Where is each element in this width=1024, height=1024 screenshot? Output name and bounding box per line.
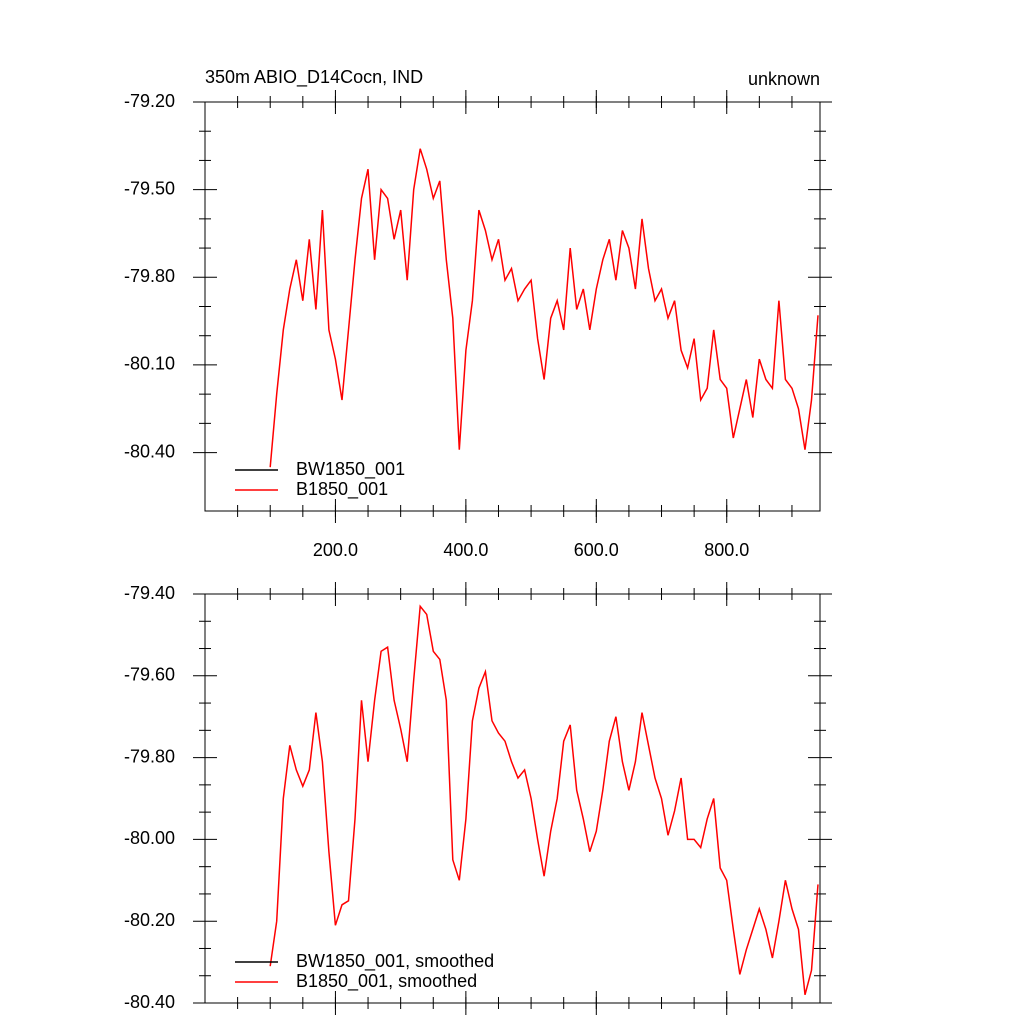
x-tick-label: 800.0: [704, 540, 749, 560]
y-tick-label: -80.10: [124, 354, 175, 374]
legend-label: B1850_001: [296, 479, 388, 500]
x-tick-label: 400.0: [443, 540, 488, 560]
y-tick-label: -79.80: [124, 746, 175, 766]
y-tick-label: -79.50: [124, 178, 175, 198]
x-tick-label: 600.0: [574, 540, 619, 560]
plot-frame: [204, 101, 821, 512]
y-tick-label: -80.20: [124, 910, 175, 930]
data-line: [269, 148, 819, 468]
legend-label: BW1850_001, smoothed: [296, 951, 494, 972]
y-tick-label: -79.60: [124, 665, 175, 685]
plot-frame: [204, 593, 821, 1004]
y-tick-label: -79.80: [124, 266, 175, 286]
data-line: [269, 604, 819, 995]
legend-label: B1850_001, smoothed: [296, 971, 477, 992]
legend-label: BW1850_001: [296, 459, 405, 480]
y-tick-label: -80.00: [124, 828, 175, 848]
y-tick-label: -80.40: [124, 441, 175, 461]
x-tick-label: 200.0: [313, 540, 358, 560]
y-tick-label: -79.20: [124, 91, 175, 111]
chart-title: 350m ABIO_D14Cocn, IND: [205, 67, 423, 88]
y-tick-label: -80.40: [124, 992, 175, 1012]
y-tick-label: -79.40: [124, 583, 175, 603]
chart-subtitle: unknown: [748, 69, 820, 89]
